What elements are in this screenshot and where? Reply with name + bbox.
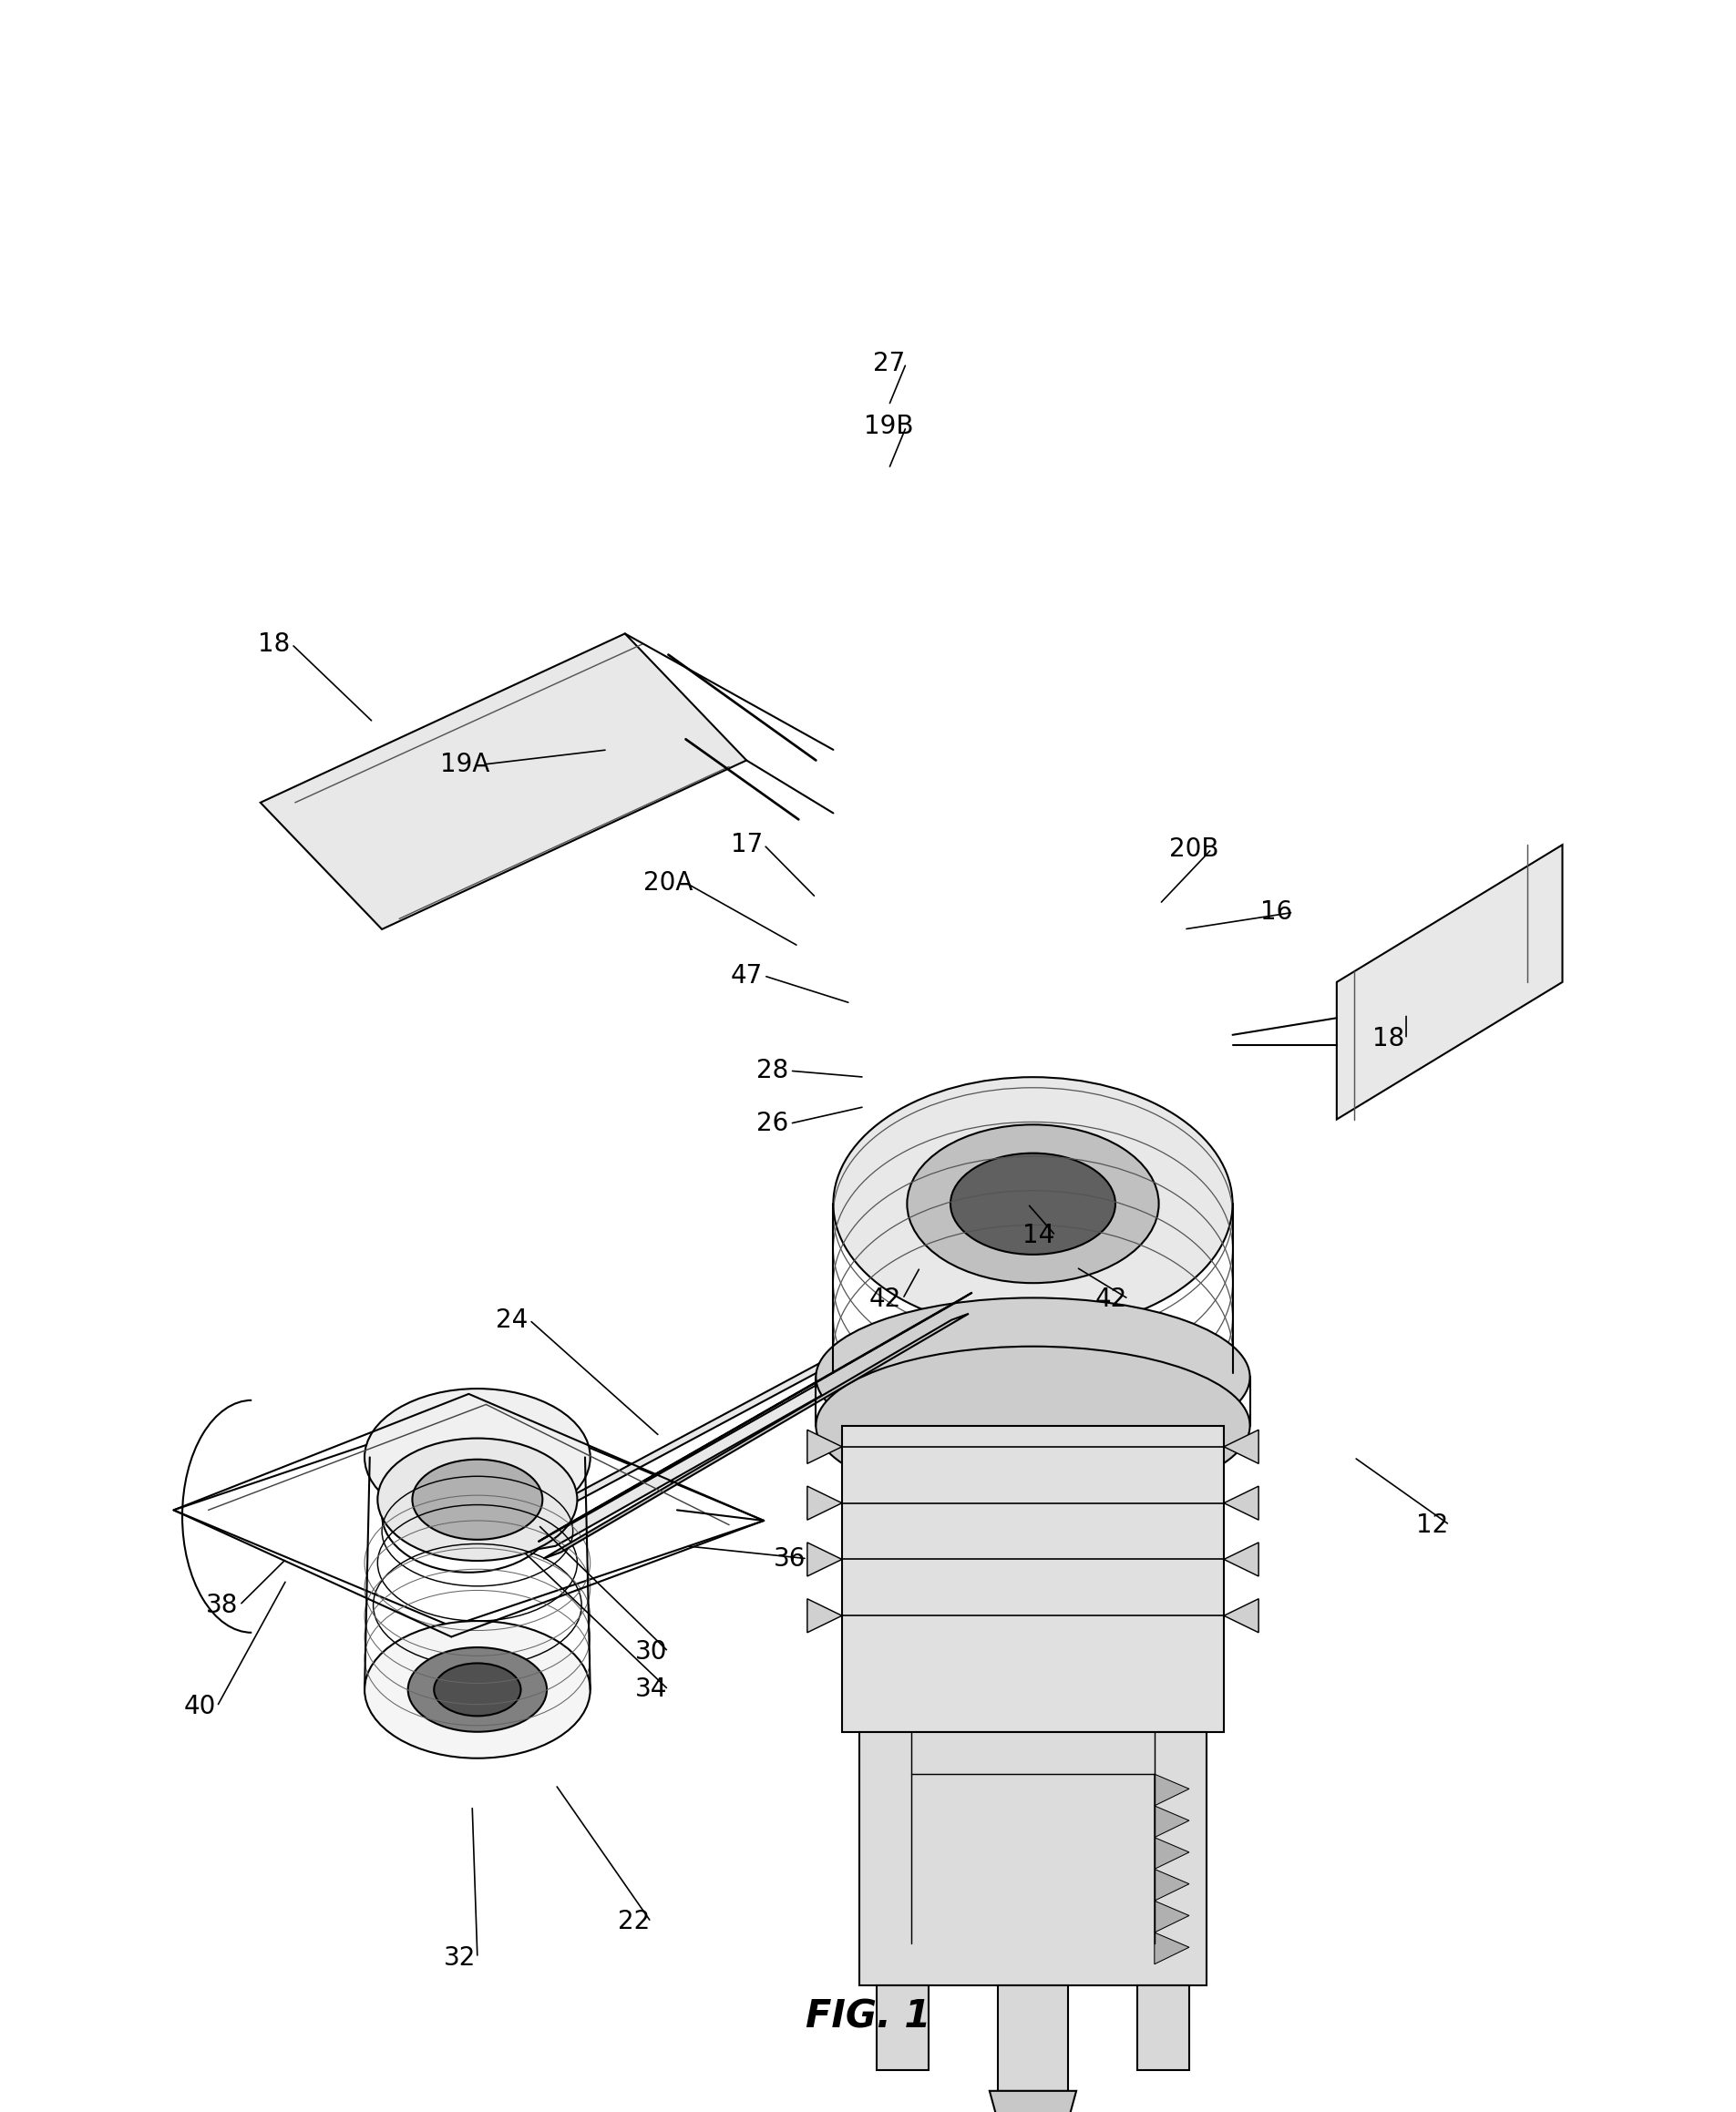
Ellipse shape xyxy=(413,1459,542,1540)
Polygon shape xyxy=(807,1430,842,1464)
Polygon shape xyxy=(1154,1774,1189,1806)
Text: 22: 22 xyxy=(618,1909,649,1935)
Ellipse shape xyxy=(378,1438,576,1561)
Polygon shape xyxy=(543,1314,969,1559)
Text: 26: 26 xyxy=(757,1111,788,1136)
Text: 36: 36 xyxy=(774,1546,806,1571)
Text: 16: 16 xyxy=(1260,900,1292,925)
Polygon shape xyxy=(1137,1985,1189,2070)
Polygon shape xyxy=(1224,1542,1259,1576)
Text: 24: 24 xyxy=(496,1307,528,1333)
Ellipse shape xyxy=(906,1124,1158,1282)
Text: 18: 18 xyxy=(1373,1026,1404,1052)
Polygon shape xyxy=(1154,1932,1189,1964)
Ellipse shape xyxy=(408,1647,547,1732)
Text: 12: 12 xyxy=(1417,1512,1448,1538)
Text: 19B: 19B xyxy=(865,414,913,439)
Polygon shape xyxy=(990,2091,1076,2112)
Ellipse shape xyxy=(365,1390,590,1525)
Polygon shape xyxy=(877,1985,929,2070)
Ellipse shape xyxy=(951,1153,1115,1255)
Polygon shape xyxy=(998,1985,1068,2091)
Polygon shape xyxy=(1154,1806,1189,1837)
Polygon shape xyxy=(1337,845,1562,1119)
Ellipse shape xyxy=(434,1664,521,1715)
Text: 42: 42 xyxy=(870,1286,901,1312)
Polygon shape xyxy=(807,1487,842,1521)
Polygon shape xyxy=(486,1299,955,1542)
Polygon shape xyxy=(1154,1869,1189,1901)
Text: 28: 28 xyxy=(757,1058,788,1083)
Ellipse shape xyxy=(833,1077,1233,1331)
Text: 14: 14 xyxy=(1023,1223,1054,1248)
Text: 38: 38 xyxy=(207,1592,238,1618)
Polygon shape xyxy=(1154,1837,1189,1869)
Polygon shape xyxy=(807,1542,842,1576)
Polygon shape xyxy=(842,1426,1224,1732)
Polygon shape xyxy=(260,634,746,929)
Ellipse shape xyxy=(816,1347,1250,1504)
Polygon shape xyxy=(1224,1599,1259,1633)
Polygon shape xyxy=(521,1320,955,1552)
Text: 18: 18 xyxy=(259,631,290,657)
Polygon shape xyxy=(538,1293,972,1542)
Text: 30: 30 xyxy=(635,1639,667,1664)
Polygon shape xyxy=(1154,1901,1189,1932)
Text: 47: 47 xyxy=(731,963,762,988)
Text: 20B: 20B xyxy=(1170,836,1219,862)
Polygon shape xyxy=(859,1732,1207,1985)
Polygon shape xyxy=(807,1599,842,1633)
Polygon shape xyxy=(1224,1487,1259,1521)
Text: 19A: 19A xyxy=(441,752,490,777)
Text: 17: 17 xyxy=(731,832,762,857)
Text: 27: 27 xyxy=(873,351,904,376)
Text: 42: 42 xyxy=(1095,1286,1127,1312)
Text: 40: 40 xyxy=(184,1694,215,1719)
Text: 34: 34 xyxy=(635,1677,667,1702)
Polygon shape xyxy=(1224,1430,1259,1464)
Ellipse shape xyxy=(816,1297,1250,1457)
Text: FIG. 1: FIG. 1 xyxy=(806,1998,930,2036)
Text: 20A: 20A xyxy=(644,870,693,895)
Text: 32: 32 xyxy=(444,1945,476,1970)
Ellipse shape xyxy=(365,1622,590,1757)
